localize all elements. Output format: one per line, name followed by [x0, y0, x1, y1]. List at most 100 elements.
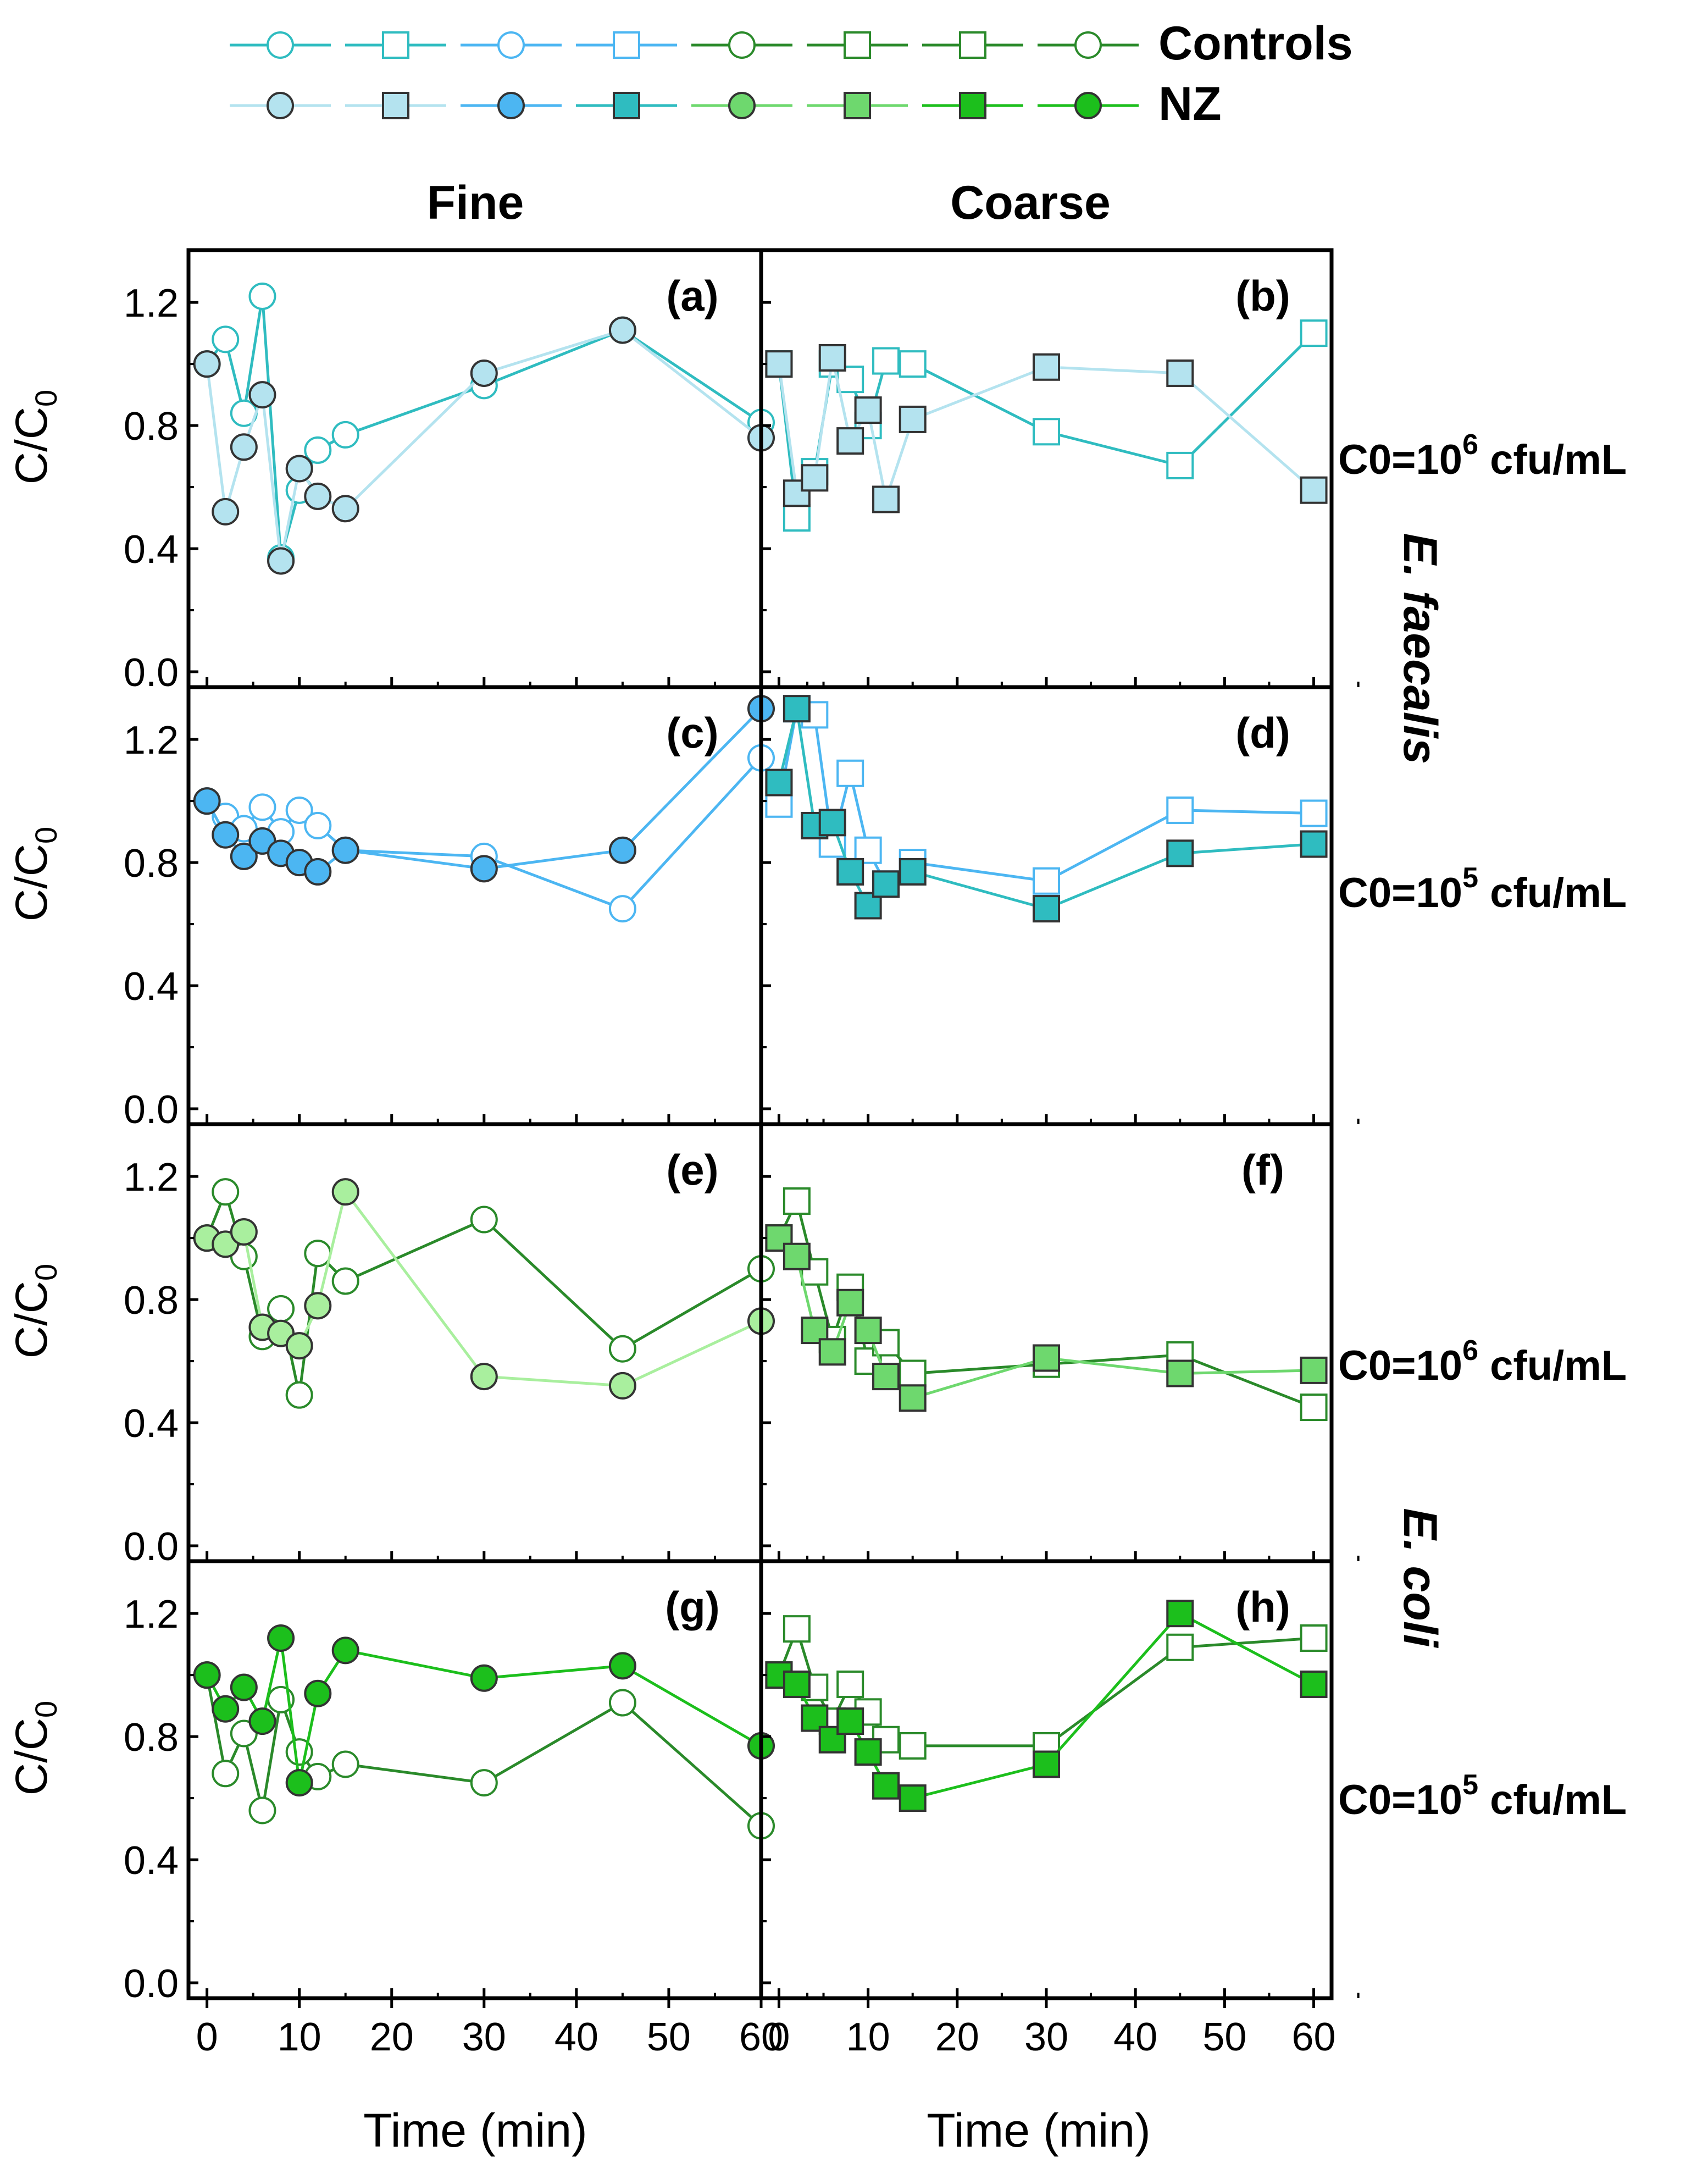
- data-point: [1166, 839, 1194, 867]
- data-point: [783, 1187, 811, 1215]
- y-axis-label-d: C/C0: [7, 1701, 63, 1795]
- y-tick-label: 0.0: [124, 1525, 179, 1569]
- y-tick-label: 0.0: [124, 1088, 179, 1132]
- legend-marker: [613, 92, 640, 119]
- x-axis-label-coarse: Time (min): [927, 2104, 1151, 2157]
- panel-label: (c): [666, 709, 718, 757]
- data-point: [267, 547, 295, 575]
- data-point: [801, 1317, 829, 1345]
- panel-label: (f): [1241, 1146, 1284, 1194]
- y-tick-label: 0.4: [124, 1839, 179, 1883]
- data-point: [331, 1178, 359, 1206]
- y-axis-label-b: C/C0: [7, 827, 63, 921]
- data-point: [899, 1732, 927, 1760]
- ylabel-main: C/C: [7, 1281, 57, 1358]
- panel-b: (b): [759, 248, 1360, 689]
- data-point: [783, 695, 811, 723]
- row-label-2: C0=105 cfu/mL: [1338, 862, 1627, 916]
- data-point: [608, 1652, 636, 1680]
- data-point: [248, 793, 276, 821]
- data-point: [1166, 1359, 1194, 1387]
- series-nz-b: [765, 344, 1328, 513]
- legend-controls-symbol: [807, 31, 908, 59]
- legend-marker: [1074, 92, 1102, 119]
- legend-marker: [844, 31, 871, 59]
- data-point: [470, 359, 498, 387]
- data-point: [899, 350, 927, 378]
- series-nz-c: [193, 695, 775, 886]
- y-tick-label: 0.8: [124, 842, 179, 886]
- data-point: [836, 759, 864, 787]
- column-title-fine: Fine: [427, 176, 524, 229]
- legend-marker: [728, 92, 756, 119]
- data-point: [783, 1242, 811, 1270]
- x-tick-label: 60: [1292, 2015, 1336, 2059]
- data-point: [1033, 867, 1060, 895]
- data-point: [304, 1240, 332, 1268]
- legend-controls-label: Controls: [1158, 17, 1353, 70]
- svg-text:C/C0: C/C0: [7, 1701, 63, 1795]
- data-point: [193, 1661, 221, 1689]
- data-point: [1166, 1633, 1194, 1661]
- data-point: [836, 427, 864, 455]
- data-point: [304, 811, 332, 839]
- data-point: [765, 350, 793, 378]
- panel-h: 0 10 20 30 40 50 60 (h): [759, 1559, 1360, 2059]
- legend-nz-symbol: [345, 92, 446, 119]
- ylabel-sub: 0: [29, 1264, 63, 1281]
- y-axis-label-c: C/C0: [7, 1264, 63, 1358]
- data-point: [1166, 1600, 1194, 1628]
- data-point: [854, 1738, 882, 1766]
- x-tick-label: 0: [768, 2015, 790, 2059]
- data-point: [331, 1267, 359, 1295]
- data-point: [872, 1363, 900, 1391]
- svg-text:C/C0: C/C0: [7, 1264, 63, 1358]
- data-point: [193, 350, 221, 378]
- data-point: [267, 1624, 295, 1652]
- data-point: [230, 1673, 258, 1701]
- data-point: [1300, 830, 1328, 858]
- legend-marker: [382, 92, 409, 119]
- y-tick-label: 1.2: [124, 1593, 179, 1636]
- data-point: [783, 1670, 811, 1698]
- panel-label: (g): [665, 1583, 720, 1631]
- data-point: [872, 347, 900, 375]
- row-label-3: C0=106 cfu/mL: [1338, 1335, 1627, 1389]
- column-title-coarse: Coarse: [950, 176, 1111, 229]
- data-point: [470, 1206, 498, 1234]
- data-point: [248, 1707, 276, 1735]
- data-point: [608, 1372, 636, 1400]
- data-point: [608, 316, 636, 344]
- species-label-e-faecalis: E. faecalis: [1394, 533, 1446, 765]
- data-point: [836, 1289, 864, 1317]
- data-point: [1033, 895, 1060, 923]
- data-point: [230, 1218, 258, 1246]
- data-point: [818, 1338, 846, 1366]
- data-point: [1033, 353, 1060, 381]
- data-point: [854, 1317, 882, 1345]
- x-tick-label: 10: [846, 2015, 890, 2059]
- data-point: [899, 1359, 927, 1387]
- data-point: [331, 1636, 359, 1665]
- data-point: [1300, 1624, 1328, 1652]
- x-tick-label: 0: [196, 2015, 218, 2059]
- ylabel-main: C/C: [7, 1718, 57, 1795]
- panel-label: (a): [666, 272, 718, 320]
- legend: Controls NZ: [230, 17, 1353, 130]
- species-label-e-coli-group: E. coli: [1394, 1508, 1446, 1648]
- y-tick-label: 1.2: [124, 281, 179, 325]
- row-label-1: C0=106 cfu/mL: [1338, 429, 1627, 483]
- row-label-2-unit: cfu/mL: [1478, 870, 1627, 916]
- data-point: [783, 1615, 811, 1643]
- data-point: [212, 325, 240, 353]
- panel-label: (b): [1235, 272, 1290, 320]
- data-point: [331, 495, 359, 523]
- data-point: [285, 1381, 313, 1409]
- data-point: [193, 787, 221, 815]
- data-point: [899, 1784, 927, 1812]
- legend-marker: [497, 92, 525, 119]
- data-point: [1033, 1344, 1060, 1372]
- panel-c: 0.0 0.4 0.8 1.2 (c): [124, 685, 809, 1132]
- species-label-e-coli: E. coli: [1394, 1508, 1446, 1648]
